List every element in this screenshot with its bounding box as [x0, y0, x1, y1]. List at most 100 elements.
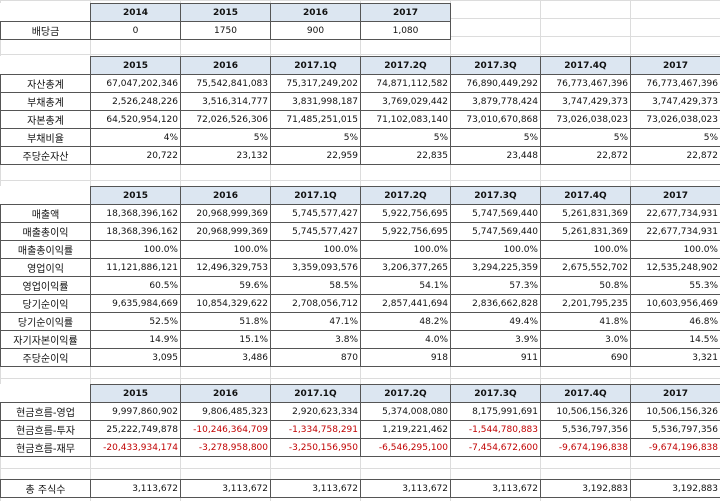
dividend-year-2016[interactable]: 2016: [270, 3, 361, 22]
value-cell[interactable]: 3,192,883: [540, 479, 631, 498]
row-label[interactable]: 매출액: [0, 204, 91, 223]
value-cell[interactable]: 3.8%: [270, 330, 361, 349]
column-header[interactable]: 2016: [180, 186, 271, 205]
value-cell[interactable]: 64,520,954,120: [90, 110, 181, 129]
value-cell[interactable]: 8,175,991,691: [450, 402, 541, 421]
value-cell[interactable]: 3,113,672: [180, 479, 271, 498]
value-cell[interactable]: 5%: [360, 128, 451, 147]
value-cell[interactable]: 3,747,429,373: [630, 92, 720, 111]
value-cell[interactable]: -20,433,934,174: [90, 438, 181, 457]
value-cell[interactable]: -1,544,780,883: [450, 420, 541, 439]
column-header[interactable]: 2017: [630, 186, 720, 205]
value-cell[interactable]: 73,026,038,023: [540, 110, 631, 129]
row-label[interactable]: 자본총계: [0, 110, 91, 129]
value-cell[interactable]: 76,773,467,396: [540, 74, 631, 93]
row-label[interactable]: 자기자본이익률: [0, 330, 91, 349]
value-cell[interactable]: 10,506,156,326: [630, 402, 720, 421]
value-cell[interactable]: 10,854,329,622: [180, 294, 271, 313]
value-cell[interactable]: 5,261,831,369: [540, 204, 631, 223]
value-cell[interactable]: 11,121,886,121: [90, 258, 181, 277]
value-cell[interactable]: 74,871,112,582: [360, 74, 451, 93]
value-cell[interactable]: 23,448: [450, 146, 541, 165]
value-cell[interactable]: 3,113,672: [90, 479, 181, 498]
column-header[interactable]: 2017.1Q: [270, 186, 361, 205]
value-cell[interactable]: 100.0%: [540, 240, 631, 259]
value-cell[interactable]: 3,321: [630, 348, 720, 367]
value-cell[interactable]: 9,997,860,902: [90, 402, 181, 421]
value-cell[interactable]: 55.3%: [630, 276, 720, 295]
column-header[interactable]: 2017.2Q: [360, 384, 451, 403]
value-cell[interactable]: 5%: [540, 128, 631, 147]
value-cell[interactable]: 22,677,734,931: [630, 204, 720, 223]
value-cell[interactable]: 3,095: [90, 348, 181, 367]
value-cell[interactable]: 20,722: [90, 146, 181, 165]
value-cell[interactable]: 3,294,225,359: [450, 258, 541, 277]
value-cell[interactable]: 14.9%: [90, 330, 181, 349]
value-cell[interactable]: 2,857,441,694: [360, 294, 451, 313]
dividend-year-2015[interactable]: 2015: [180, 3, 271, 22]
value-cell[interactable]: 25,222,749,878: [90, 420, 181, 439]
value-cell[interactable]: 4.0%: [360, 330, 451, 349]
value-cell[interactable]: 2,201,795,235: [540, 294, 631, 313]
value-cell[interactable]: 2,920,623,334: [270, 402, 361, 421]
column-header[interactable]: 2017: [630, 56, 720, 75]
value-cell[interactable]: 52.5%: [90, 312, 181, 331]
row-label[interactable]: 매출총이익: [0, 222, 91, 241]
value-cell[interactable]: 2,708,056,712: [270, 294, 361, 313]
row-label[interactable]: 당기순이익: [0, 294, 91, 313]
value-cell[interactable]: 22,959: [270, 146, 361, 165]
value-cell[interactable]: 5,536,797,356: [630, 420, 720, 439]
value-cell[interactable]: 20,968,999,369: [180, 222, 271, 241]
column-header[interactable]: 2017.1Q: [270, 384, 361, 403]
value-cell[interactable]: 23,132: [180, 146, 271, 165]
value-cell[interactable]: 5%: [270, 128, 361, 147]
value-cell[interactable]: 100.0%: [450, 240, 541, 259]
value-cell[interactable]: 75,317,249,202: [270, 74, 361, 93]
value-cell[interactable]: 71,485,251,015: [270, 110, 361, 129]
row-label[interactable]: 현금흐름-투자: [0, 420, 91, 439]
value-cell[interactable]: 918: [360, 348, 451, 367]
row-label[interactable]: 부채총계: [0, 92, 91, 111]
value-cell[interactable]: -6,546,295,100: [360, 438, 451, 457]
column-header[interactable]: 2017.4Q: [540, 384, 631, 403]
dividend-value[interactable]: 1,080: [360, 21, 451, 40]
column-header[interactable]: 2015: [90, 186, 181, 205]
value-cell[interactable]: 15.1%: [180, 330, 271, 349]
value-cell[interactable]: 73,010,670,868: [450, 110, 541, 129]
value-cell[interactable]: 18,368,396,162: [90, 222, 181, 241]
row-label[interactable]: 당기순이익률: [0, 312, 91, 331]
value-cell[interactable]: 911: [450, 348, 541, 367]
value-cell[interactable]: 690: [540, 348, 631, 367]
column-header[interactable]: 2017.3Q: [450, 56, 541, 75]
column-header[interactable]: 2017.2Q: [360, 186, 451, 205]
value-cell[interactable]: 58.5%: [270, 276, 361, 295]
value-cell[interactable]: 73,026,038,023: [630, 110, 720, 129]
value-cell[interactable]: 100.0%: [360, 240, 451, 259]
value-cell[interactable]: 76,890,449,292: [450, 74, 541, 93]
value-cell[interactable]: 5,922,756,695: [360, 222, 451, 241]
value-cell[interactable]: 3,113,672: [360, 479, 451, 498]
column-header[interactable]: 2015: [90, 384, 181, 403]
value-cell[interactable]: 5,922,756,695: [360, 204, 451, 223]
row-label[interactable]: 현금흐름-재무: [0, 438, 91, 457]
value-cell[interactable]: 12,535,248,902: [630, 258, 720, 277]
value-cell[interactable]: 48.2%: [360, 312, 451, 331]
value-cell[interactable]: -10,246,364,709: [180, 420, 271, 439]
value-cell[interactable]: 57.3%: [450, 276, 541, 295]
value-cell[interactable]: 2,836,662,828: [450, 294, 541, 313]
value-cell[interactable]: 100.0%: [180, 240, 271, 259]
value-cell[interactable]: 72,026,526,306: [180, 110, 271, 129]
value-cell[interactable]: 76,773,467,396: [630, 74, 720, 93]
dividend-value[interactable]: 1750: [180, 21, 271, 40]
value-cell[interactable]: 100.0%: [270, 240, 361, 259]
value-cell[interactable]: 12,496,329,753: [180, 258, 271, 277]
value-cell[interactable]: 5,745,577,427: [270, 204, 361, 223]
value-cell[interactable]: 3,486: [180, 348, 271, 367]
value-cell[interactable]: 5,374,008,080: [360, 402, 451, 421]
value-cell[interactable]: 2,526,248,226: [90, 92, 181, 111]
value-cell[interactable]: 22,872: [630, 146, 720, 165]
dividend-year-2017[interactable]: 2017: [360, 3, 451, 22]
dividend-year-2014[interactable]: 2014: [90, 3, 181, 22]
column-header[interactable]: 2017.3Q: [450, 186, 541, 205]
value-cell[interactable]: 5,261,831,369: [540, 222, 631, 241]
